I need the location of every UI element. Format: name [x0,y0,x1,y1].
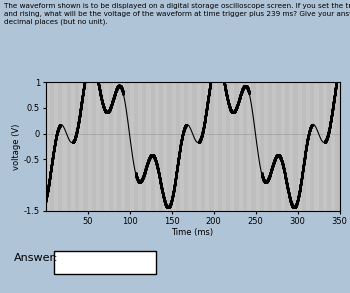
Bar [264,82,268,211]
Bar [239,82,243,211]
Bar [214,82,218,211]
Bar [222,82,226,211]
Bar [79,82,83,211]
Bar [197,82,201,211]
Bar [113,82,117,211]
Bar [138,82,142,211]
Bar [121,82,125,211]
Bar [256,82,260,211]
Bar [88,82,92,211]
Bar [180,82,184,211]
Bar [104,82,108,211]
Text: The waveform shown is to be displayed on a digital storage oscilloscope screen. : The waveform shown is to be displayed on… [4,3,350,25]
Bar [298,82,302,211]
Bar [54,82,58,211]
Bar [289,82,293,211]
Bar [331,82,335,211]
Bar [130,82,134,211]
Bar [323,82,327,211]
Bar [172,82,176,211]
Bar [146,82,150,211]
Bar [46,82,50,211]
Bar [96,82,100,211]
Bar [230,82,235,211]
Bar [188,82,193,211]
Bar [163,82,167,211]
Bar [71,82,75,211]
Bar [205,82,209,211]
Bar [247,82,251,211]
Bar [62,82,66,211]
Bar [155,82,159,211]
Y-axis label: voltage (V): voltage (V) [12,123,21,170]
Bar [306,82,310,211]
Bar [281,82,285,211]
FancyBboxPatch shape [54,251,156,274]
Bar [272,82,276,211]
Text: Answer:: Answer: [14,253,58,263]
Bar [314,82,318,211]
X-axis label: Time (ms): Time (ms) [172,228,214,237]
Bar [340,82,344,211]
